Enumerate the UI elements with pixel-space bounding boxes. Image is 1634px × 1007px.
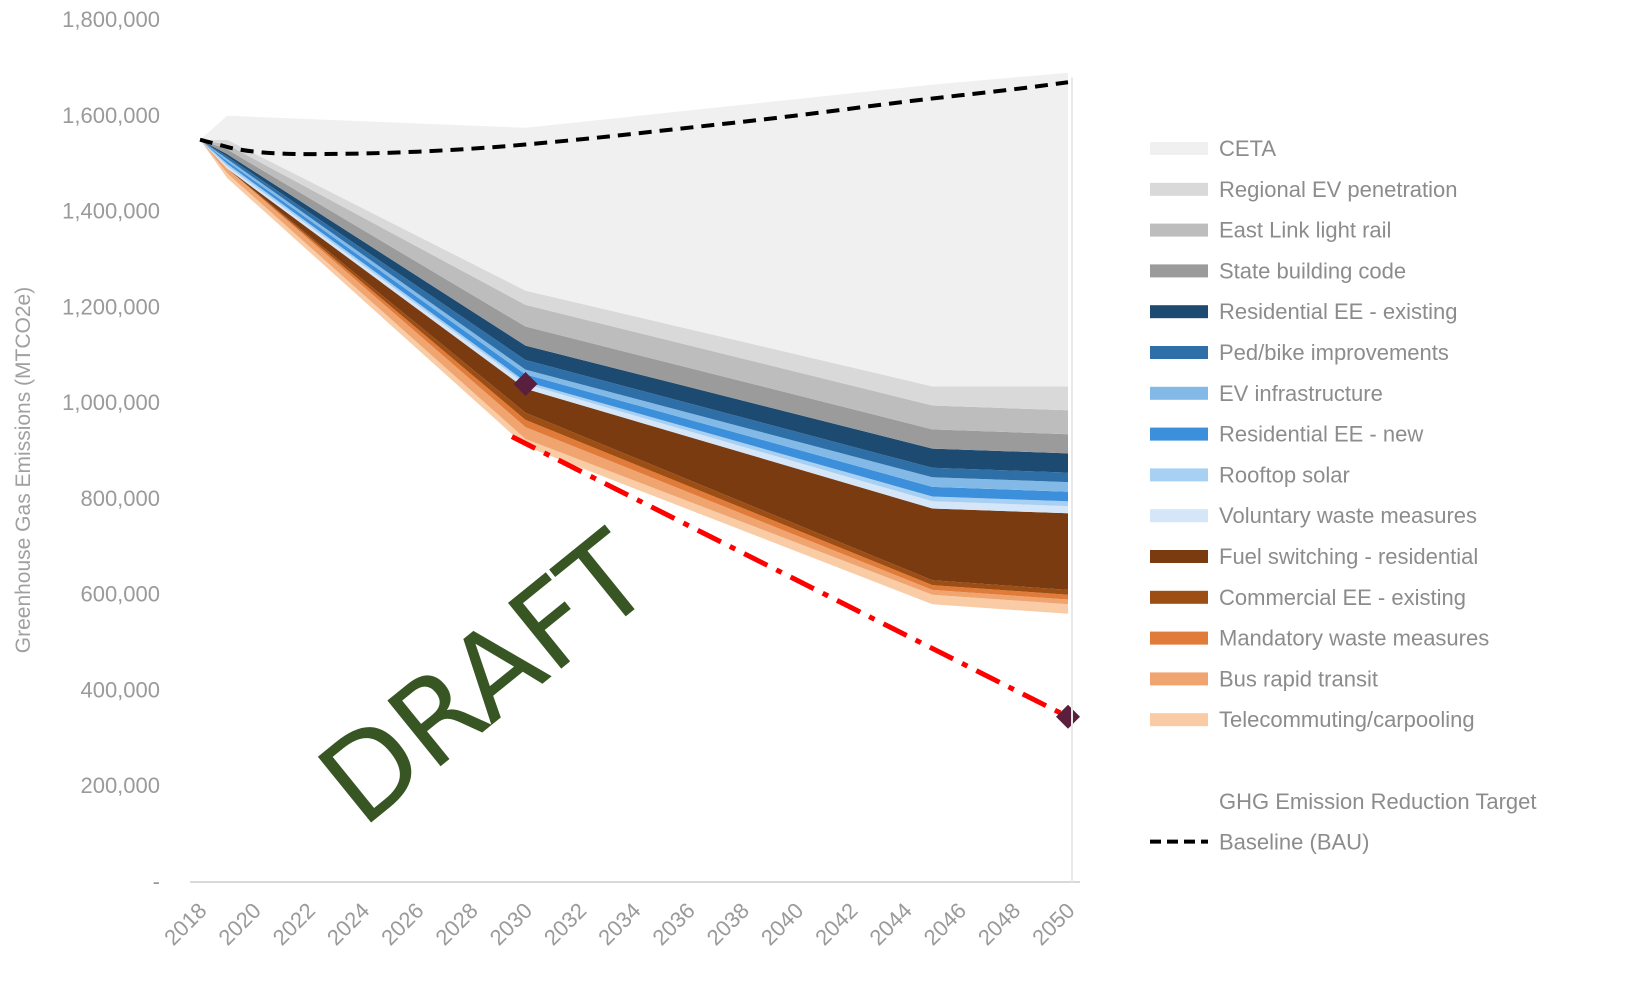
legend-label-ped-bike-improvements: Ped/bike improvements (1219, 340, 1449, 365)
legend-label-mandatory-waste-measures: Mandatory waste measures (1219, 626, 1489, 651)
y-tick-400000: 400,000 (80, 677, 160, 702)
x-tick-2036: 2036 (647, 898, 699, 950)
legend-label-bus-rapid-transit: Bus rapid transit (1219, 666, 1378, 691)
x-tick-2030: 2030 (485, 898, 537, 950)
x-tick-2040: 2040 (756, 898, 808, 950)
x-tick-2042: 2042 (810, 898, 862, 950)
y-tick-0: - (153, 869, 160, 894)
y-tick-1000000: 1,000,000 (62, 390, 160, 415)
area-fuel-switching-residential (200, 139, 1068, 590)
legend-label-baseline: Baseline (BAU) (1219, 830, 1369, 855)
legend-label-east-link-light-rail: East Link light rail (1219, 218, 1391, 243)
x-tick-2050: 2050 (1027, 898, 1079, 950)
legend-swatch-commercial-ee-existing (1150, 590, 1208, 604)
y-axis-label: Greenhouse Gas Emissions (MTCO2e) (12, 287, 35, 653)
x-tick-2024: 2024 (322, 898, 374, 950)
x-tick-2032: 2032 (539, 898, 591, 950)
x-tick-2046: 2046 (919, 898, 971, 950)
y-tick-1200000: 1,200,000 (62, 294, 160, 319)
legend: CETA Regional EV penetration East Link lig… (1150, 136, 1537, 855)
legend-swatch-mandatory-waste-measures (1150, 631, 1208, 645)
x-tick-2026: 2026 (376, 898, 428, 950)
legend-label-target: GHG Emission Reduction Target (1219, 789, 1537, 814)
y-tick-1800000: 1,800,000 (62, 7, 160, 32)
legend-label-ev-infrastructure: EV infrastructure (1219, 381, 1383, 406)
legend-swatch-regional-ev-penetration (1150, 182, 1208, 196)
legend-swatch-residential-ee-new (1150, 427, 1208, 441)
target-layer (510, 371, 1080, 729)
y-tick-1400000: 1,400,000 (62, 199, 160, 224)
y-tick-labels: - 200,000 400,000 600,000 800,000 1,000,000 1,… (62, 7, 160, 894)
x-tick-2020: 2020 (213, 898, 265, 950)
legend-swatch-bus-rapid-transit (1150, 672, 1208, 686)
x-tick-2028: 2028 (430, 898, 482, 950)
legend-swatch-ceta (1150, 142, 1208, 155)
y-tick-800000: 800,000 (80, 486, 160, 511)
legend-label-ceta: CETA (1219, 136, 1276, 161)
baseline-line (199, 80, 1069, 157)
legend-swatch-telecommuting-carpooling (1150, 713, 1208, 727)
target-marker-2050 (1056, 704, 1080, 729)
legend-swatch-state-building-code (1150, 264, 1208, 278)
legend-swatch-ev-infrastructure (1150, 386, 1208, 400)
x-tick-2022: 2022 (268, 898, 320, 950)
legend-swatch-residential-ee-existing (1150, 305, 1208, 319)
legend-swatch-voluntary-waste-measures (1150, 509, 1208, 523)
x-tick-2018: 2018 (159, 898, 211, 950)
baseline-layer (199, 80, 1069, 157)
x-tick-labels: 2018 2020 2022 2024 2026 2028 2030 2032 2034 2036… (159, 898, 1079, 950)
x-tick-2044: 2044 (864, 898, 916, 950)
y-tick-200000: 200,000 (80, 773, 160, 798)
legend-swatch-rooftop-solar (1150, 468, 1208, 482)
target-marker-2030 (513, 371, 538, 396)
legend-label-commercial-ee-existing: Commercial EE - existing (1219, 585, 1466, 610)
y-tick-1600000: 1,600,000 (62, 103, 160, 128)
legend-label-residential-ee-new: Residential EE - new (1219, 422, 1423, 447)
axes (190, 77, 1080, 883)
x-tick-2034: 2034 (593, 898, 645, 950)
legend-swatch-east-link-light-rail (1150, 223, 1208, 237)
legend-label-residential-ee-existing: Residential EE - existing (1219, 299, 1457, 324)
legend-label-telecommuting-carpooling: Telecommuting/carpooling (1219, 707, 1475, 732)
x-tick-2048: 2048 (973, 898, 1025, 950)
draft-watermark: DRAFT (295, 507, 676, 852)
legend-label-voluntary-waste-measures: Voluntary waste measures (1219, 503, 1477, 528)
legend-label-rooftop-solar: Rooftop solar (1219, 462, 1350, 487)
legend-label-fuel-switching-residential: Fuel switching - residential (1219, 544, 1478, 569)
legend-swatch-fuel-switching-residential (1150, 550, 1208, 563)
x-tick-2038: 2038 (702, 898, 754, 950)
legend-label-regional-ev-penetration: Regional EV penetration (1219, 177, 1458, 202)
legend-label-state-building-code: State building code (1219, 258, 1406, 283)
legend-swatch-ped-bike-improvements (1150, 346, 1208, 359)
y-tick-600000: 600,000 (80, 582, 160, 607)
